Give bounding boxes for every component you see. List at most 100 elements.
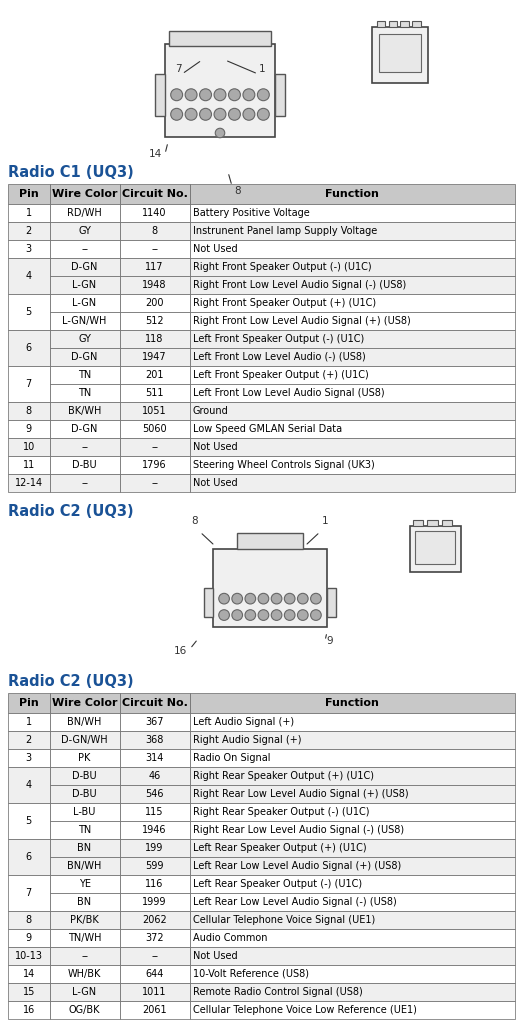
Text: --: -- xyxy=(151,442,158,452)
Bar xyxy=(8,803,49,839)
Bar xyxy=(415,530,455,564)
Bar xyxy=(8,767,49,803)
Bar xyxy=(49,312,120,330)
Circle shape xyxy=(243,109,255,120)
Circle shape xyxy=(258,593,269,604)
Text: Right Rear Low Level Audio Signal (-) (US8): Right Rear Low Level Audio Signal (-) (U… xyxy=(193,824,404,835)
Text: 4: 4 xyxy=(26,271,32,281)
Bar xyxy=(213,549,328,627)
Bar xyxy=(120,983,190,1000)
Text: Steering Wheel Controls Signal (UK3): Steering Wheel Controls Signal (UK3) xyxy=(193,460,374,470)
Bar xyxy=(190,1000,515,1019)
Bar xyxy=(372,28,428,83)
Text: Right Front Low Level Audio Signal (+) (US8): Right Front Low Level Audio Signal (+) (… xyxy=(193,315,410,326)
Text: 118: 118 xyxy=(145,334,164,344)
Text: Function: Function xyxy=(326,188,379,199)
Bar xyxy=(8,222,49,240)
Text: L-GN: L-GN xyxy=(72,987,97,996)
Bar xyxy=(190,258,515,275)
Bar xyxy=(8,839,49,874)
Bar xyxy=(49,401,120,420)
Text: WH/BK: WH/BK xyxy=(68,969,101,979)
Text: Right Front Low Level Audio Signal (-) (US8): Right Front Low Level Audio Signal (-) (… xyxy=(193,280,406,290)
Circle shape xyxy=(171,89,183,100)
Text: 10-Volt Reference (US8): 10-Volt Reference (US8) xyxy=(193,969,309,979)
Text: 2062: 2062 xyxy=(142,914,167,925)
Circle shape xyxy=(214,89,226,100)
Circle shape xyxy=(257,109,269,120)
Bar xyxy=(120,857,190,874)
Text: Radio C2 (UQ3): Radio C2 (UQ3) xyxy=(8,504,134,519)
Bar xyxy=(204,588,213,616)
Bar xyxy=(49,474,120,492)
Text: 1: 1 xyxy=(322,516,328,526)
Bar xyxy=(120,910,190,929)
Text: Not Used: Not Used xyxy=(193,951,237,961)
Text: Right Front Speaker Output (+) (U1C): Right Front Speaker Output (+) (U1C) xyxy=(193,298,375,308)
Bar xyxy=(190,384,515,401)
Text: 14: 14 xyxy=(23,969,35,979)
Bar xyxy=(190,275,515,294)
Text: 7: 7 xyxy=(26,379,32,389)
Bar xyxy=(190,222,515,240)
Bar xyxy=(49,767,120,784)
Text: RD/WH: RD/WH xyxy=(67,208,102,218)
Text: Right Rear Low Level Audio Signal (+) (US8): Right Rear Low Level Audio Signal (+) (U… xyxy=(193,788,408,799)
Circle shape xyxy=(171,109,183,120)
Bar xyxy=(8,401,49,420)
Bar xyxy=(120,184,190,204)
Bar xyxy=(49,366,120,384)
Text: D-GN: D-GN xyxy=(71,262,98,272)
Text: BK/WH: BK/WH xyxy=(68,406,101,416)
Bar xyxy=(120,366,190,384)
Bar xyxy=(8,929,49,947)
Text: 8: 8 xyxy=(151,226,158,236)
Bar xyxy=(49,929,120,947)
Bar xyxy=(49,294,120,312)
Bar xyxy=(190,348,515,366)
Text: Not Used: Not Used xyxy=(193,244,237,254)
Text: L-GN: L-GN xyxy=(72,280,97,290)
Text: 1947: 1947 xyxy=(142,352,167,361)
Bar xyxy=(8,420,49,438)
Text: 15: 15 xyxy=(23,987,35,996)
Bar xyxy=(49,693,120,713)
Bar xyxy=(190,184,515,204)
Text: Circuit No.: Circuit No. xyxy=(122,188,187,199)
Bar xyxy=(49,947,120,965)
Text: 6: 6 xyxy=(26,343,32,353)
Text: 11: 11 xyxy=(23,460,35,470)
Bar xyxy=(120,821,190,839)
Bar xyxy=(8,258,49,294)
Bar xyxy=(120,456,190,474)
Text: 1948: 1948 xyxy=(142,280,167,290)
Bar xyxy=(120,294,190,312)
Bar xyxy=(412,20,421,28)
Text: --: -- xyxy=(151,478,158,487)
Bar xyxy=(388,20,397,28)
Text: BN: BN xyxy=(78,897,92,907)
Bar xyxy=(190,821,515,839)
Text: 8: 8 xyxy=(192,516,198,526)
Circle shape xyxy=(258,609,269,621)
Bar xyxy=(190,874,515,893)
Bar xyxy=(8,983,49,1000)
Bar xyxy=(120,438,190,456)
Text: --: -- xyxy=(81,442,88,452)
Text: 9: 9 xyxy=(327,636,333,646)
Text: 3: 3 xyxy=(26,244,32,254)
Bar xyxy=(49,275,120,294)
Circle shape xyxy=(232,609,243,621)
Text: 368: 368 xyxy=(145,735,164,744)
Bar xyxy=(190,784,515,803)
Bar xyxy=(237,532,303,549)
Text: Battery Positive Voltage: Battery Positive Voltage xyxy=(193,208,309,218)
Text: 9: 9 xyxy=(26,933,32,943)
Text: Audio Common: Audio Common xyxy=(193,933,267,943)
Circle shape xyxy=(271,609,282,621)
Text: Left Front Speaker Output (+) (U1C): Left Front Speaker Output (+) (U1C) xyxy=(193,370,368,380)
Bar xyxy=(442,519,452,525)
Bar xyxy=(190,749,515,767)
Bar xyxy=(190,893,515,910)
Text: 201: 201 xyxy=(145,370,164,380)
